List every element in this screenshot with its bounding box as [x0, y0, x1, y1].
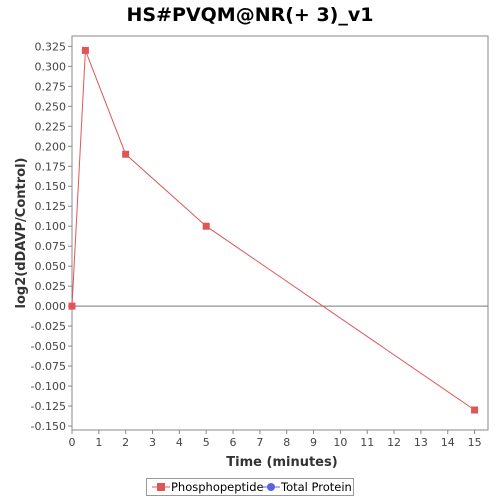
- x-tick-label: 15: [468, 436, 482, 449]
- chart-title: HS#PVQM@NR(+ 3)_v1: [126, 4, 374, 26]
- y-tick-label: 0.000: [35, 300, 67, 313]
- x-tick-label: 9: [310, 436, 317, 449]
- y-tick-label: 0.300: [35, 60, 67, 73]
- x-tick-label: 12: [387, 436, 401, 449]
- plot-area: [71, 35, 489, 431]
- x-tick-label: 5: [203, 436, 210, 449]
- legend: Phosphopeptide Total Protein: [146, 478, 354, 496]
- legend-label-total-protein: Total Protein: [281, 480, 352, 494]
- data-point: [81, 46, 89, 54]
- x-tick-label: 13: [414, 436, 428, 449]
- x-tick-label: 7: [256, 436, 263, 449]
- y-tick-label: -0.125: [31, 400, 66, 413]
- y-tick-label: 0.225: [35, 120, 67, 133]
- y-tick-label: 0.175: [35, 160, 67, 173]
- x-tick-label: 10: [333, 436, 347, 449]
- y-tick-label: 0.150: [35, 180, 67, 193]
- x-axis: 0 1 2 3 4 5 6 7 8 9 10 11 12 13 14 15: [69, 430, 482, 449]
- x-tick-label: 11: [360, 436, 374, 449]
- x-tick-label: 0: [69, 436, 76, 449]
- y-tick-label: -0.075: [31, 360, 66, 373]
- y-tick-label: 0.200: [35, 140, 67, 153]
- x-tick-label: 1: [95, 436, 102, 449]
- y-tick-label: 0.275: [35, 80, 67, 93]
- x-tick-label: 14: [441, 436, 455, 449]
- y-tick-label: 0.250: [35, 100, 67, 113]
- y-axis: -0.150 -0.125 -0.100 -0.075 -0.050 -0.025 0.00…: [31, 40, 72, 433]
- legend-label-phosphopeptide: Phosphopeptide: [171, 480, 264, 494]
- y-tick-label: -0.050: [31, 340, 66, 353]
- x-tick-label: 2: [122, 436, 129, 449]
- x-tick-label: 8: [283, 436, 290, 449]
- data-point: [471, 406, 479, 414]
- legend-key-phosphopeptide: [152, 483, 170, 491]
- data-point: [122, 150, 130, 158]
- x-tick-label: 3: [149, 436, 156, 449]
- y-tick-label: 0.075: [35, 240, 67, 253]
- series-layer: [68, 46, 479, 414]
- x-tick-label: 4: [176, 436, 183, 449]
- y-tick-label: 0.100: [35, 220, 67, 233]
- y-tick-label: -0.100: [31, 380, 66, 393]
- x-axis-title: Time (minutes): [226, 455, 337, 470]
- y-tick-label: 0.325: [35, 40, 67, 53]
- y-tick-label: 0.125: [35, 200, 67, 213]
- y-tick-label: -0.025: [31, 320, 66, 333]
- legend-key-total-protein: [262, 483, 280, 491]
- y-axis-title: log2(dDAVP/Control): [14, 158, 29, 309]
- x-tick-label: 6: [230, 436, 237, 449]
- y-tick-label: 0.025: [35, 280, 67, 293]
- data-point: [68, 302, 76, 310]
- y-tick-label: -0.150: [31, 420, 66, 433]
- y-tick-label: 0.050: [35, 260, 67, 273]
- data-point: [202, 222, 210, 230]
